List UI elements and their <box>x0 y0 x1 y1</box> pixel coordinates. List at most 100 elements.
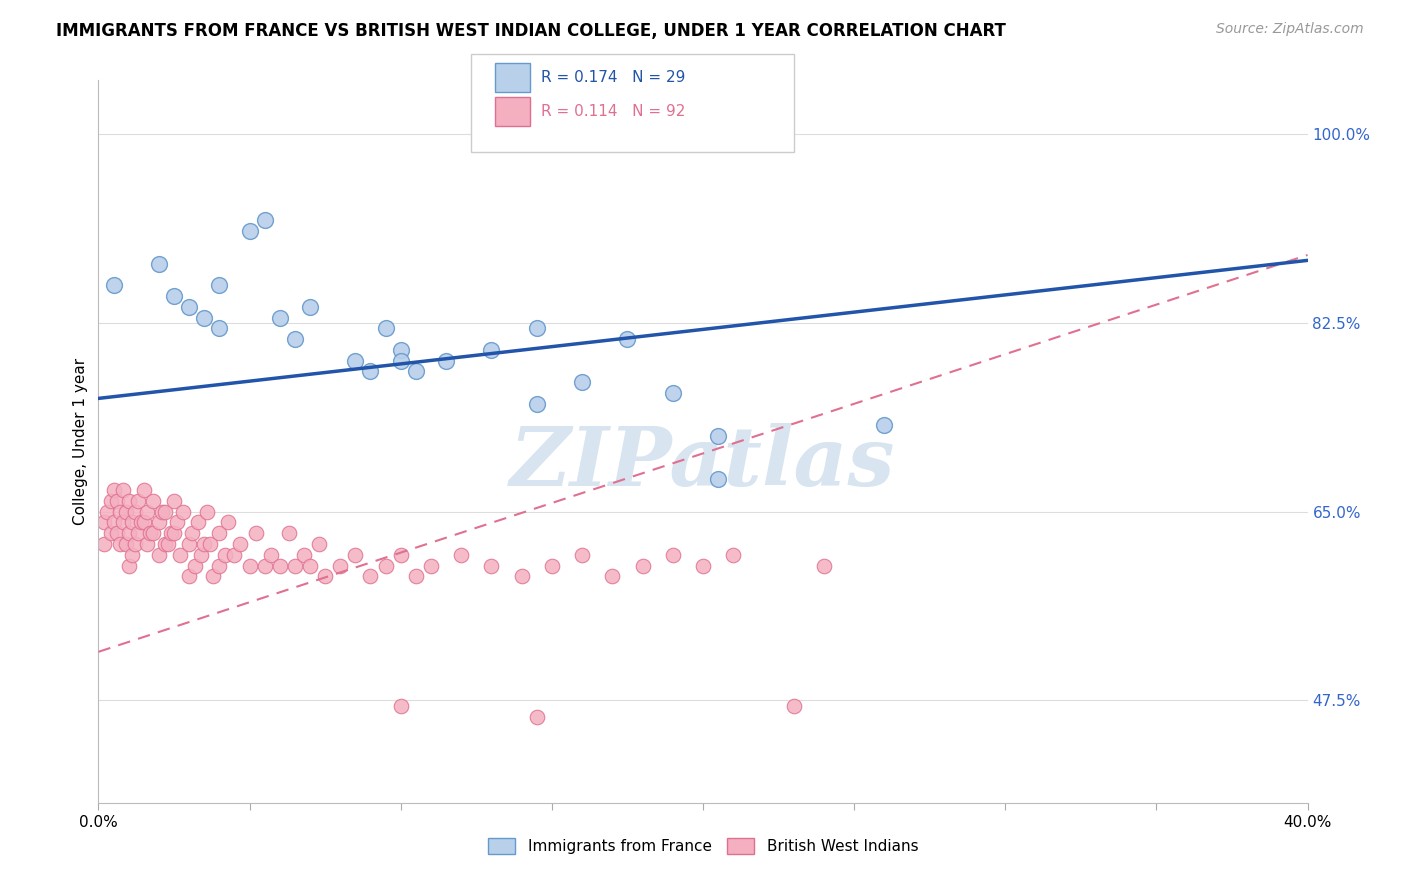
Text: R = 0.114   N = 92: R = 0.114 N = 92 <box>541 104 686 119</box>
Point <box>405 569 427 583</box>
Point <box>389 353 412 368</box>
Point <box>163 289 186 303</box>
Point <box>260 548 283 562</box>
Legend: Immigrants from France, British West Indians: Immigrants from France, British West Ind… <box>482 832 924 860</box>
Point <box>571 548 593 562</box>
Point <box>239 224 262 238</box>
Point <box>314 569 336 583</box>
Point <box>181 526 204 541</box>
Point <box>540 558 562 573</box>
Point <box>374 321 396 335</box>
Point <box>571 376 593 390</box>
Point <box>510 569 533 583</box>
Point <box>153 505 176 519</box>
Point <box>299 300 322 314</box>
Point <box>169 548 191 562</box>
Point <box>105 526 128 541</box>
Point <box>193 310 215 325</box>
Point <box>121 516 143 530</box>
Point <box>208 526 231 541</box>
Point <box>127 526 149 541</box>
Point <box>284 558 307 573</box>
Point <box>783 698 806 713</box>
Point <box>108 537 131 551</box>
Text: IMMIGRANTS FROM FRANCE VS BRITISH WEST INDIAN COLLEGE, UNDER 1 YEAR CORRELATION : IMMIGRANTS FROM FRANCE VS BRITISH WEST I… <box>56 22 1007 40</box>
Point <box>124 537 146 551</box>
Point <box>481 343 503 357</box>
Point <box>214 548 236 562</box>
Point <box>163 526 186 541</box>
Point <box>208 321 231 335</box>
Point <box>142 493 165 508</box>
Point <box>96 505 118 519</box>
Point <box>172 505 194 519</box>
Point <box>160 526 183 541</box>
Point <box>217 516 239 530</box>
Point <box>299 558 322 573</box>
Point <box>93 516 115 530</box>
Point <box>723 548 745 562</box>
Point <box>707 429 730 443</box>
Point <box>148 516 170 530</box>
Point <box>135 505 157 519</box>
Point <box>127 493 149 508</box>
Point <box>692 558 714 573</box>
Point <box>111 483 134 497</box>
Point <box>389 698 412 713</box>
Point <box>118 526 141 541</box>
Point <box>481 558 503 573</box>
Point <box>450 548 472 562</box>
Point <box>148 548 170 562</box>
Point <box>526 397 548 411</box>
Point <box>118 493 141 508</box>
Point <box>105 493 128 508</box>
Point <box>269 558 291 573</box>
Point <box>253 213 276 227</box>
Point <box>631 558 654 573</box>
Point <box>100 526 122 541</box>
Point <box>103 483 125 497</box>
Point <box>103 278 125 293</box>
Point <box>184 558 207 573</box>
Point <box>100 493 122 508</box>
Point <box>163 493 186 508</box>
Point <box>329 558 352 573</box>
Point <box>103 516 125 530</box>
Point <box>202 569 225 583</box>
Point <box>179 569 201 583</box>
Point <box>360 364 382 378</box>
Point <box>813 558 835 573</box>
Point <box>132 516 155 530</box>
Point <box>277 526 299 541</box>
Point <box>239 558 262 573</box>
Point <box>190 548 212 562</box>
Point <box>269 310 291 325</box>
Point <box>195 505 218 519</box>
Point <box>139 526 162 541</box>
Point <box>142 526 165 541</box>
Point <box>108 505 131 519</box>
Point <box>292 548 315 562</box>
Point <box>114 505 136 519</box>
Point <box>661 548 683 562</box>
Point <box>150 505 173 519</box>
Point <box>344 353 367 368</box>
Point <box>156 537 179 551</box>
Point <box>420 558 443 573</box>
Point <box>179 537 201 551</box>
Point <box>124 505 146 519</box>
Point <box>602 569 624 583</box>
Text: Source: ZipAtlas.com: Source: ZipAtlas.com <box>1216 22 1364 37</box>
Point <box>360 569 382 583</box>
Point <box>526 321 548 335</box>
Point <box>707 472 730 486</box>
Point <box>389 343 412 357</box>
Point <box>148 257 170 271</box>
Point <box>179 300 201 314</box>
Point <box>118 558 141 573</box>
Point <box>114 537 136 551</box>
Point <box>208 278 231 293</box>
Point <box>374 558 396 573</box>
Point <box>253 558 276 573</box>
Point <box>132 483 155 497</box>
